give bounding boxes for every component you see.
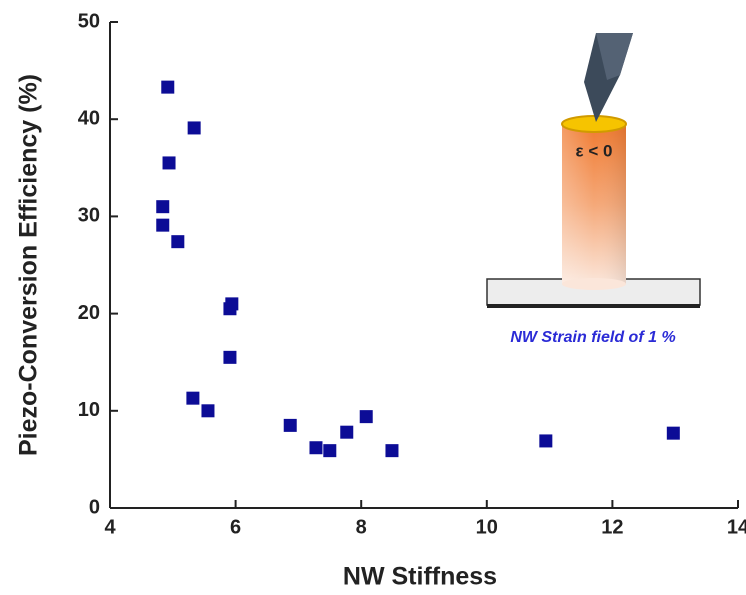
point <box>186 391 200 405</box>
point <box>156 218 170 232</box>
point <box>309 441 323 455</box>
x-axis-title: NW Stiffness <box>343 563 497 591</box>
point <box>666 426 680 440</box>
point <box>323 444 337 458</box>
point <box>539 434 553 448</box>
x-tick-label: 8 <box>356 516 367 538</box>
y-axis-title: Piezo-Conversion Efficiency (%) <box>15 74 43 456</box>
point <box>385 444 399 458</box>
point <box>187 121 201 135</box>
point <box>283 418 297 432</box>
point <box>171 235 185 249</box>
point <box>161 80 175 94</box>
point <box>223 302 237 316</box>
y-tick-label: 20 <box>78 302 100 324</box>
y-tick-label: 30 <box>78 205 100 227</box>
point <box>162 156 176 170</box>
y-tick-label: 0 <box>89 496 100 518</box>
point <box>359 410 373 424</box>
annotation: ε < 0 <box>576 141 613 160</box>
point <box>201 404 215 418</box>
x-tick-label: 14 <box>727 516 746 538</box>
x-tick-label: 6 <box>230 516 241 538</box>
y-tick-label: 10 <box>78 399 100 421</box>
annotation: NW Strain field of 1 % <box>510 329 675 346</box>
y-tick-label: 40 <box>78 107 100 129</box>
point <box>340 425 354 439</box>
point <box>156 200 170 214</box>
point <box>223 350 237 364</box>
x-tick-label: 12 <box>601 516 623 538</box>
y-tick-label: 50 <box>78 10 100 32</box>
x-tick-label: 4 <box>104 516 116 538</box>
inset-illustration <box>486 33 701 308</box>
x-tick-label: 10 <box>476 516 498 538</box>
